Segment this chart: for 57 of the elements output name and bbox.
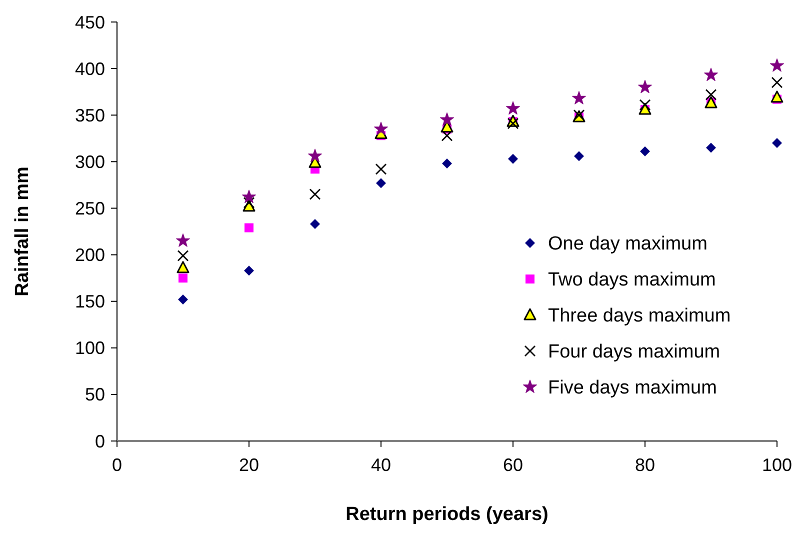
point: [442, 158, 452, 169]
legend-label: Four days maximum: [548, 342, 720, 363]
point: [770, 90, 784, 103]
y-tick-label: 0: [94, 431, 105, 452]
point: [441, 130, 453, 142]
x-axis-title: Return periods (years): [346, 504, 548, 525]
point: [638, 102, 652, 115]
x-tick-label: 60: [502, 455, 524, 475]
point: [572, 91, 586, 104]
point: [310, 219, 320, 230]
y-tick-label: 300: [74, 152, 105, 172]
point: [706, 142, 716, 153]
point: [770, 58, 784, 72]
point: [771, 76, 783, 88]
point: [506, 101, 520, 115]
point: [704, 68, 718, 82]
point: [176, 234, 190, 247]
y-tick-label: 150: [74, 292, 105, 312]
x-tick-label: 100: [762, 455, 792, 475]
point: [508, 154, 518, 164]
point: [507, 118, 519, 130]
y-tick-label: 50: [84, 384, 105, 405]
point: [639, 99, 651, 111]
y-tick-label: 450: [74, 12, 105, 32]
x-tick-label: 80: [634, 455, 656, 475]
x-tick-label: 0: [112, 455, 122, 475]
point: [574, 151, 584, 162]
legend-label: Two days maximum: [548, 270, 716, 291]
y-tick-label: 250: [74, 198, 105, 219]
y-tick-label: 100: [74, 338, 105, 358]
point: [308, 148, 322, 162]
point: [244, 223, 254, 232]
point: [375, 163, 387, 175]
point: [705, 88, 717, 100]
y-tick-label: 350: [74, 105, 105, 126]
point: [640, 146, 650, 156]
point: [177, 250, 189, 262]
y-tick-label: 400: [74, 58, 105, 79]
point: [244, 266, 254, 276]
point: [374, 122, 388, 136]
point: [376, 178, 386, 188]
y-axis-title: Rainfall in mm: [12, 166, 33, 296]
point: [309, 188, 321, 200]
point: [638, 80, 652, 94]
point: [178, 274, 188, 283]
point: [178, 294, 188, 304]
x-tick-label: 20: [238, 455, 260, 475]
point: [176, 261, 190, 274]
legend-label: Three days maximum: [548, 306, 731, 327]
legend-label: Five days maximum: [548, 378, 717, 399]
point: [440, 112, 454, 126]
legend-label: One day maximum: [548, 234, 708, 255]
x-tick-label: 40: [370, 455, 392, 475]
point: [242, 190, 256, 204]
point: [243, 196, 255, 208]
y-tick-label: 200: [74, 245, 105, 266]
point: [772, 138, 782, 148]
